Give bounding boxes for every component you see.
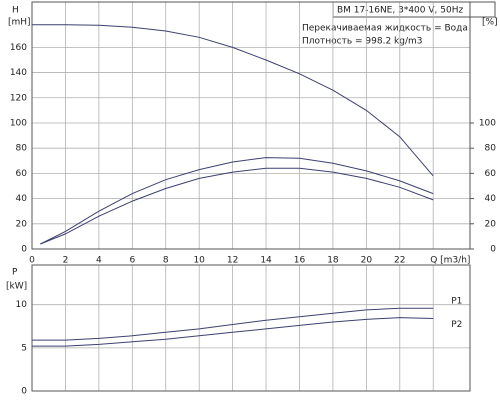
y-tick-label: 60 bbox=[16, 169, 28, 179]
curve bbox=[32, 307, 434, 341]
curve bbox=[40, 167, 434, 245]
curve bbox=[40, 157, 434, 245]
y-tick-label: 5 bbox=[21, 343, 27, 353]
x-tick-label: Q [m3/h] bbox=[430, 256, 470, 266]
x-tick-label: 12 bbox=[227, 256, 238, 266]
y-label: P bbox=[12, 268, 18, 278]
y-tick-label: 140 bbox=[10, 68, 27, 78]
y-tick-label: 0 bbox=[21, 387, 27, 397]
y-tick-label: 40 bbox=[16, 194, 28, 204]
curve bbox=[32, 24, 434, 177]
curve bbox=[32, 317, 434, 347]
y-tick-label: 100 bbox=[10, 118, 27, 128]
y-tick-label: 120 bbox=[10, 93, 27, 103]
y-label-unit: [kW] bbox=[6, 282, 27, 292]
x-tick-label: 8 bbox=[163, 256, 169, 266]
x-tick-label: 22 bbox=[394, 256, 405, 266]
y-tick-label: 80 bbox=[16, 144, 28, 154]
x-tick-label: 2 bbox=[63, 256, 69, 266]
x-tick-label: 16 bbox=[294, 256, 306, 266]
y2-tick-label: 60 bbox=[485, 169, 497, 179]
plot-frame bbox=[31, 1, 471, 250]
series-label: P1 bbox=[451, 297, 462, 307]
annotation: Перекачиваемая жидкость = Вода bbox=[302, 24, 468, 34]
x-tick-label: 10 bbox=[193, 256, 205, 266]
y2-tick-label: 20 bbox=[485, 219, 497, 229]
y2-tick-label: 40 bbox=[485, 194, 497, 204]
y-tick-label: 10 bbox=[16, 300, 28, 310]
x-tick-label: 4 bbox=[96, 256, 102, 266]
x-tick-label: 18 bbox=[327, 256, 339, 266]
y-tick-label: 0 bbox=[21, 245, 27, 255]
y2-tick-label: 0 bbox=[490, 245, 496, 255]
chart-title: BM 17-16NE, 3*400 V, 50Hz bbox=[337, 6, 463, 16]
y2-label-unit: [%] bbox=[482, 18, 498, 28]
y-label: H bbox=[12, 6, 19, 16]
y-tick-label: 20 bbox=[16, 219, 28, 229]
plot-frame bbox=[31, 264, 471, 392]
series-label: P2 bbox=[451, 320, 462, 330]
y2-tick-label: 80 bbox=[485, 144, 497, 154]
x-tick-label: 6 bbox=[129, 256, 135, 266]
x-tick-label: 0 bbox=[29, 256, 35, 266]
x-tick-label: 14 bbox=[260, 256, 272, 266]
x-tick-label: 20 bbox=[361, 256, 373, 266]
y-label-unit: [mH] bbox=[8, 18, 31, 28]
y-tick-label: 160 bbox=[10, 43, 27, 53]
annotation: Плотность = 998.2 kg/m3 bbox=[302, 37, 423, 47]
y2-tick-label: 100 bbox=[479, 118, 496, 128]
